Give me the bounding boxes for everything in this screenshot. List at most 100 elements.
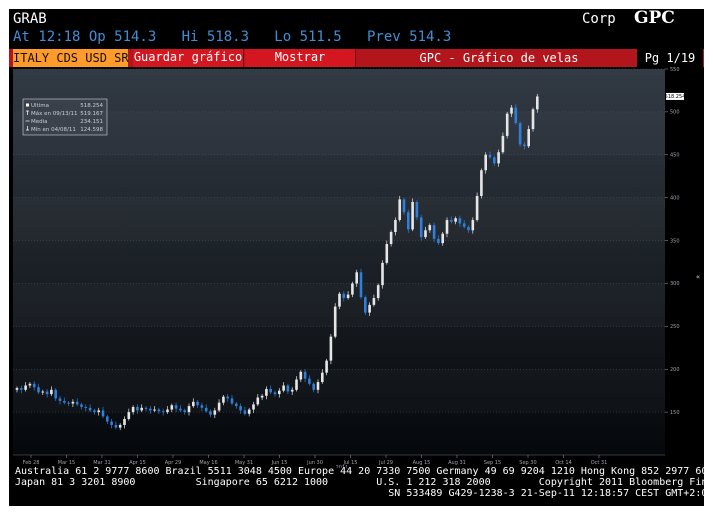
candle-body [179,408,182,411]
candle-body [432,225,436,239]
y-tick-label: 550 [670,67,680,73]
candle-body [359,272,363,298]
candle-body [28,383,32,386]
x-tick-label: Aug 31 [448,460,466,466]
candle-body [394,219,397,232]
candle-body [192,401,195,407]
x-tick-label: Apr 15 [129,460,146,466]
legend-max-icon [26,110,29,115]
candle-body [15,388,19,390]
candle-body [32,383,36,388]
candle-body [471,219,475,231]
candle-body [256,397,260,405]
candle-body [243,410,247,414]
candle-body [514,107,518,124]
candle-body [484,154,487,171]
x-tick-label: May 16 [199,460,217,466]
x-tick-label: Sep 15 [484,460,501,466]
x-axis-year-label: 2011 [336,465,349,468]
candle-body [239,406,242,411]
candle-body [183,410,186,413]
candle-body [230,398,234,404]
candle-body [213,410,217,415]
y-tick-label: 150 [670,410,680,416]
candle-body [37,387,40,393]
y-tick-label: 400 [670,195,680,201]
legend-square-icon [26,103,29,107]
candle-body [118,424,122,428]
candle-body [282,385,285,391]
candle-body [325,360,328,373]
candle-body [454,218,457,222]
legend-label-max: Máx en 09/13/11 [31,110,77,117]
candle-body [273,392,277,395]
candle-body [196,401,199,406]
candle-body [312,383,315,390]
candle-body [346,294,350,299]
candle-body [518,123,522,145]
candle-body [260,395,264,398]
legend-value-last: 518.254 [80,103,103,109]
candle-body [505,113,509,136]
function-code: GPC [634,9,675,28]
candle-body [157,409,161,412]
candle-body [222,396,225,403]
candle-body [174,405,178,409]
candle-body [247,409,251,414]
show-button[interactable]: Mostrar [245,49,356,67]
candle-body [364,297,367,313]
candle-body [149,408,152,411]
ticker-field[interactable]: ITALY CDS USD SR [13,49,129,67]
candle-body [411,201,414,230]
legend-min-icon [26,126,29,131]
footer-line-2: Japan 81 3 3201 8900 Singapore 65 6212 1… [15,477,704,488]
candle-body [45,391,49,395]
footer-line-3: SN 533489 G429-1238-3 21-Sep-11 12:18:57… [15,488,704,499]
legend-label-min: Mín en 04/08/11 [31,126,76,133]
candle-body [226,396,229,399]
candle-body [351,283,354,295]
candle-body [510,107,513,114]
x-tick-label: Oct 14 [555,460,572,466]
candle-body [536,96,539,110]
footer-line-1: Australia 61 2 9777 8600 Brazil 5511 304… [15,466,704,477]
candle-body [71,401,75,404]
candle-body [342,293,346,299]
candle-body [338,293,341,307]
candle-body [437,238,440,244]
candle-body [97,410,100,413]
candle-body [299,371,303,380]
candle-body [269,388,272,393]
candle-body [127,412,131,419]
candle-body [265,388,268,396]
legend-label-mean: Media [31,119,48,125]
candle-body [187,406,191,413]
candle-body [368,304,371,313]
x-tick-label: May 31 [235,460,253,466]
candle-body [531,109,535,130]
candle-body [497,152,500,164]
save-chart-button[interactable]: Guardar gráfico [133,49,244,67]
chart-legend: Ultima 518.254 Máx en 09/13/11 519.167 M… [22,98,108,136]
candle-body [286,385,290,392]
candle-body [166,409,169,413]
legend-value-mean: 234.151 [80,119,103,125]
candle-body [123,418,126,425]
candle-body [136,406,139,411]
candle-body [50,389,53,395]
candle-body [450,219,453,222]
y-tick-label: 350 [670,238,680,244]
candle-body [445,219,449,234]
page-indicator[interactable]: Pg 1/19 [637,49,703,67]
candle-body [106,416,109,422]
candle-body [458,218,462,224]
scroll-right-icon[interactable]: « [696,273,700,281]
candle-body [54,389,57,399]
x-tick-label: Mar 31 [93,460,110,466]
candle-body [308,378,311,384]
candle-body [355,272,358,284]
candle-body [419,217,423,238]
candle-body [131,406,135,413]
plot-area [13,69,665,455]
last-value-marker: 518.254 [665,92,685,100]
